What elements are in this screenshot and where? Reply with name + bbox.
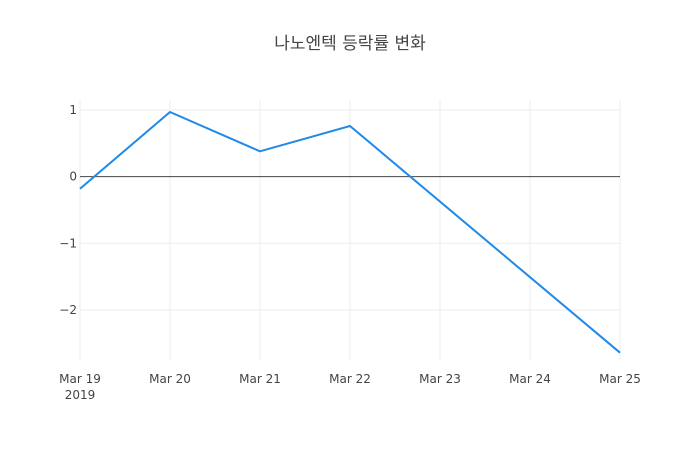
x-tick-label: Mar 21 xyxy=(239,372,281,386)
y-tick-label: 1 xyxy=(69,103,77,117)
x-tick-label: Mar 22 xyxy=(329,372,371,386)
grid-lines xyxy=(79,100,621,360)
y-tick-label: −2 xyxy=(59,303,77,317)
series-line xyxy=(79,111,621,354)
y-tick-label: 0 xyxy=(69,170,77,184)
y-axis-ticks: 1 0 −1 −2 xyxy=(59,103,77,317)
x-tick-label: Mar 24 xyxy=(509,372,551,386)
chart-title: 나노엔텍 등락률 변화 xyxy=(274,34,426,54)
x-tick-label: Mar 25 xyxy=(599,372,641,386)
x-tick-label: Mar 23 xyxy=(419,372,461,386)
y-tick-label: −1 xyxy=(59,236,77,250)
x-axis-ticks: Mar 19 Mar 20 Mar 21 Mar 22 Mar 23 Mar 24 Mar … xyxy=(59,372,641,402)
series-group xyxy=(79,111,621,354)
x-tick-label: Mar 20 xyxy=(149,372,191,386)
x-tick-year-label: 2019 xyxy=(65,388,96,402)
x-tick-label: Mar 19 xyxy=(59,372,101,386)
